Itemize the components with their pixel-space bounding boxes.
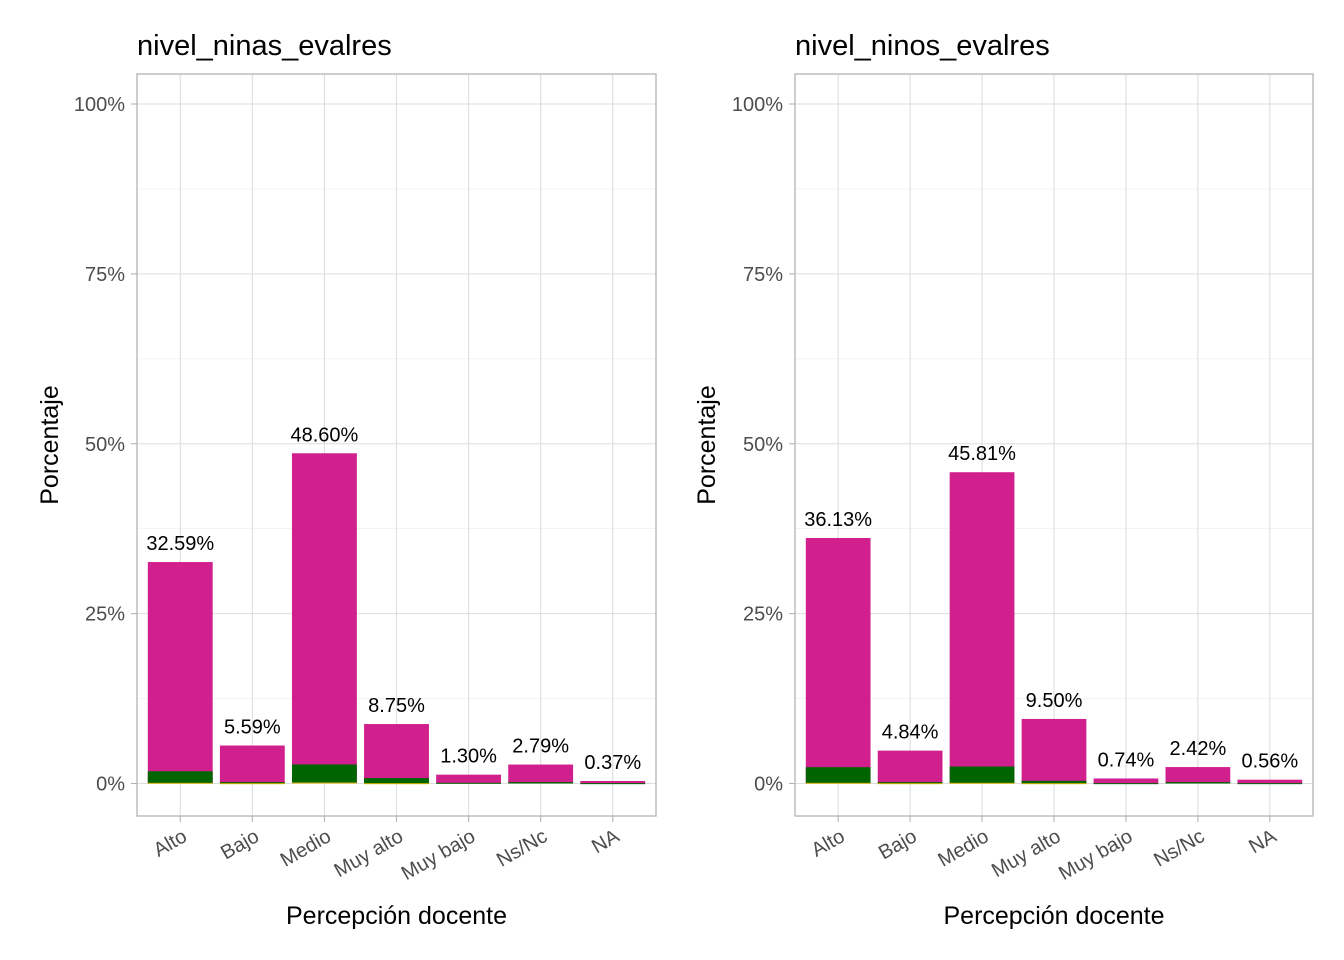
- bar-green: [508, 782, 574, 784]
- bar-magenta: [436, 774, 502, 784]
- bar-value-label: 8.75%: [368, 695, 425, 717]
- bar-value-label: 0.56%: [1241, 751, 1298, 773]
- bar-yellow: [219, 783, 285, 785]
- y-tick-label: 25%: [743, 604, 783, 626]
- bar-value-label: 32.59%: [146, 533, 214, 555]
- chart-panel-1: 0% 25% 50% 75% 100% 32.59% 5.59% 48.60% 8.75% 1.3…: [36, 30, 657, 930]
- y-tick-label: 0%: [96, 774, 125, 796]
- bar-magenta: [147, 562, 213, 784]
- bar-green: [1021, 780, 1087, 784]
- x-tick-label: Bajo: [875, 825, 921, 864]
- x-tick-label: Muy alto: [988, 825, 1064, 882]
- x-tick-label: Ns/Nc: [493, 825, 551, 871]
- y-tick-label: 50%: [85, 434, 125, 456]
- y-tick-label: 75%: [743, 264, 783, 286]
- bar-yellow: [291, 782, 357, 784]
- bar-green: [436, 782, 502, 784]
- bar-yellow: [1021, 783, 1087, 785]
- bar-yellow: [147, 782, 213, 784]
- x-tick-label: Muy alto: [331, 825, 407, 882]
- bar-green: [364, 778, 429, 784]
- bar-value-label: 2.42%: [1170, 738, 1227, 760]
- bar-yellow: [949, 782, 1015, 784]
- bar-magenta: [1237, 779, 1303, 784]
- bar-value-label: 5.59%: [224, 717, 281, 739]
- bar-magenta: [877, 750, 943, 784]
- bar-yellow: [877, 783, 943, 785]
- bar-magenta: [805, 537, 871, 784]
- x-axis-title: Percepción docente: [944, 902, 1165, 930]
- bar-green: [1237, 783, 1303, 785]
- chart-title: nivel_ninos_evalres: [795, 30, 1050, 62]
- bar-magenta: [1165, 767, 1231, 784]
- x-axis-title: Percepción docente: [286, 902, 507, 930]
- x-tick-label: Alto: [808, 825, 849, 861]
- bar-green: [580, 783, 646, 785]
- bar-green: [147, 771, 213, 784]
- bar-value-label: 45.81%: [948, 443, 1016, 465]
- x-tick-label: Bajo: [217, 825, 263, 864]
- x-tick-label: Ns/Nc: [1150, 825, 1208, 871]
- bar-value-label: 36.13%: [804, 509, 872, 531]
- chart-title: nivel_ninas_evalres: [137, 30, 392, 62]
- bar-green: [949, 766, 1015, 784]
- y-tick-label: 25%: [85, 604, 125, 626]
- bar-value-label: 2.79%: [512, 736, 569, 758]
- bar-value-label: 48.60%: [290, 424, 358, 446]
- bar-magenta: [219, 745, 285, 784]
- bar-value-label: 1.30%: [440, 746, 497, 768]
- x-tick-label: Muy bajo: [1055, 825, 1136, 885]
- bar-magenta: [364, 724, 429, 784]
- bar-value-label: 4.84%: [882, 722, 939, 744]
- bar-magenta: [291, 453, 357, 784]
- y-tick-label: 100%: [74, 94, 125, 116]
- bar-yellow: [364, 783, 429, 785]
- chart-panel-2: 0% 25% 50% 75% 100% 36.13% 4.84% 45.81% 9.50% 0.7…: [693, 30, 1314, 930]
- bar-green: [291, 764, 357, 784]
- y-axis-title: Porcentaje: [693, 385, 721, 505]
- bar-value-label: 0.37%: [584, 752, 641, 774]
- bar-magenta: [1093, 778, 1159, 784]
- y-axis-title: Porcentaje: [36, 385, 64, 505]
- bar-green: [1165, 782, 1231, 784]
- x-tick-label: Muy bajo: [398, 825, 479, 885]
- y-tick-label: 50%: [743, 434, 783, 456]
- y-tick-label: 100%: [732, 94, 783, 116]
- bar-green: [1093, 783, 1159, 785]
- x-tick-label: NA: [588, 825, 624, 858]
- x-tick-label: NA: [1245, 825, 1281, 858]
- bar-green: [219, 782, 285, 784]
- bar-magenta: [508, 764, 574, 784]
- y-tick-label: 0%: [754, 774, 783, 796]
- x-tick-label: Medio: [934, 825, 992, 871]
- bar-green: [877, 782, 943, 784]
- x-tick-label: Alto: [150, 825, 191, 861]
- x-tick-label: Medio: [277, 825, 335, 871]
- bar-magenta: [949, 472, 1015, 784]
- bar-value-label: 9.50%: [1026, 690, 1083, 712]
- bar-value-label: 0.74%: [1098, 749, 1155, 771]
- bar-green: [805, 767, 871, 784]
- bar-yellow: [805, 782, 871, 784]
- bar-magenta: [580, 780, 646, 784]
- bar-magenta: [1021, 718, 1087, 784]
- y-tick-label: 75%: [85, 264, 125, 286]
